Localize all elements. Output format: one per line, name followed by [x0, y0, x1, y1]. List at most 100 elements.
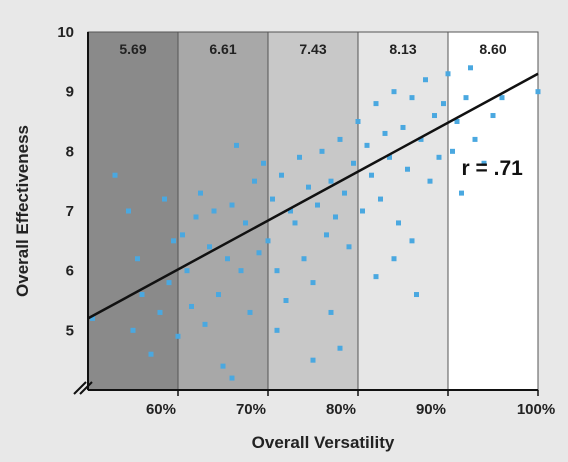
data-point-50 [351, 160, 356, 166]
x-tick-label-0: 60% [146, 401, 176, 418]
data-point-15 [193, 214, 199, 220]
data-point-29 [256, 250, 262, 256]
data-point-40 [306, 184, 311, 190]
data-point-10 [171, 238, 176, 244]
data-point-17 [202, 321, 208, 327]
y-tick-label-0: 5 [66, 322, 74, 339]
data-point-9 [166, 280, 172, 286]
data-point-31 [265, 238, 271, 244]
data-point-38 [297, 154, 302, 160]
data-point-54 [369, 172, 374, 178]
band-1 [177, 31, 269, 391]
data-point-56 [378, 196, 383, 202]
data-point-6 [148, 351, 154, 357]
data-point-30 [261, 160, 266, 166]
x-tick-label-3: 90% [416, 401, 446, 418]
data-point-77 [472, 136, 478, 142]
data-point-79 [490, 113, 496, 119]
x-axis-title: Overall Versatility [252, 433, 395, 452]
y-tick-label-5: 10 [57, 24, 74, 41]
data-point-80 [499, 95, 505, 101]
data-point-59 [391, 89, 397, 95]
data-point-18 [207, 244, 212, 250]
points-layer [90, 65, 541, 381]
data-point-84 [310, 357, 316, 363]
data-point-89 [409, 238, 415, 244]
data-point-81 [535, 89, 541, 95]
y-tick-label-2: 7 [66, 203, 74, 220]
y-tick-label-1: 6 [66, 263, 74, 280]
data-point-14 [189, 303, 194, 309]
data-point-27 [247, 309, 253, 315]
axes-layer: 60% 70% 80% 90% 100% 5 6 7 8 9 10 [57, 24, 555, 418]
data-point-21 [220, 363, 226, 369]
data-point-39 [301, 256, 307, 262]
data-point-70 [441, 101, 446, 107]
trend-line [87, 72, 539, 320]
data-point-53 [364, 142, 370, 148]
data-point-60 [396, 220, 401, 226]
data-point-22 [225, 256, 230, 262]
data-point-58 [387, 154, 392, 160]
data-point-46 [333, 214, 338, 220]
data-point-26 [243, 220, 248, 226]
correlation-annotation: r = .71 [462, 157, 524, 180]
data-point-32 [270, 196, 275, 202]
data-point-33 [274, 268, 280, 274]
data-point-51 [355, 119, 361, 124]
band-2 [267, 31, 359, 391]
y-tick-label-3: 8 [66, 143, 74, 160]
band-0 [87, 31, 179, 391]
data-point-45 [328, 178, 334, 184]
data-point-86 [337, 345, 343, 351]
data-point-78 [481, 160, 487, 166]
data-point-28 [252, 178, 257, 184]
data-point-4 [135, 256, 140, 262]
data-point-11 [175, 333, 181, 339]
data-point-0 [90, 315, 95, 321]
data-point-34 [279, 172, 284, 178]
band-label-3: 8.13 [389, 41, 416, 57]
data-point-5 [139, 292, 145, 298]
data-point-19 [211, 208, 217, 214]
band-label-0: 5.69 [119, 41, 146, 57]
data-point-66 [423, 77, 428, 83]
data-point-1 [112, 172, 118, 178]
band-label-1: 6.61 [209, 41, 236, 57]
y-tick-label-4: 9 [66, 84, 74, 101]
x-tick-label-2: 80% [326, 401, 356, 418]
band-4 [447, 31, 539, 391]
data-point-52 [360, 208, 365, 214]
data-point-62 [405, 166, 410, 172]
data-point-85 [328, 309, 334, 315]
data-point-7 [157, 309, 163, 315]
data-point-88 [391, 256, 397, 262]
data-point-69 [436, 154, 442, 160]
axis-break-mark [73, 381, 93, 395]
data-point-42 [315, 202, 320, 208]
data-point-13 [184, 268, 190, 274]
data-point-68 [432, 113, 437, 119]
data-point-25 [238, 268, 244, 274]
data-point-72 [450, 148, 455, 154]
data-point-73 [454, 119, 460, 124]
data-point-76 [468, 65, 473, 71]
x-tick-label-1: 70% [236, 401, 266, 418]
band-layer: 5.69 6.61 7.43 8.13 8.60 [87, 31, 539, 391]
data-point-43 [319, 148, 325, 154]
data-point-61 [400, 124, 406, 130]
data-point-55 [373, 101, 379, 107]
data-point-75 [463, 95, 469, 101]
data-point-35 [283, 298, 289, 303]
data-point-63 [409, 95, 415, 101]
data-point-47 [337, 136, 343, 142]
x-tick-label-4: 100% [517, 401, 555, 418]
data-point-67 [427, 178, 433, 184]
data-point-82 [229, 375, 235, 381]
data-point-57 [382, 130, 388, 136]
data-point-37 [292, 220, 298, 226]
data-point-65 [418, 136, 424, 142]
trendline-layer [87, 72, 539, 320]
data-point-36 [288, 208, 293, 214]
data-point-87 [373, 274, 379, 280]
